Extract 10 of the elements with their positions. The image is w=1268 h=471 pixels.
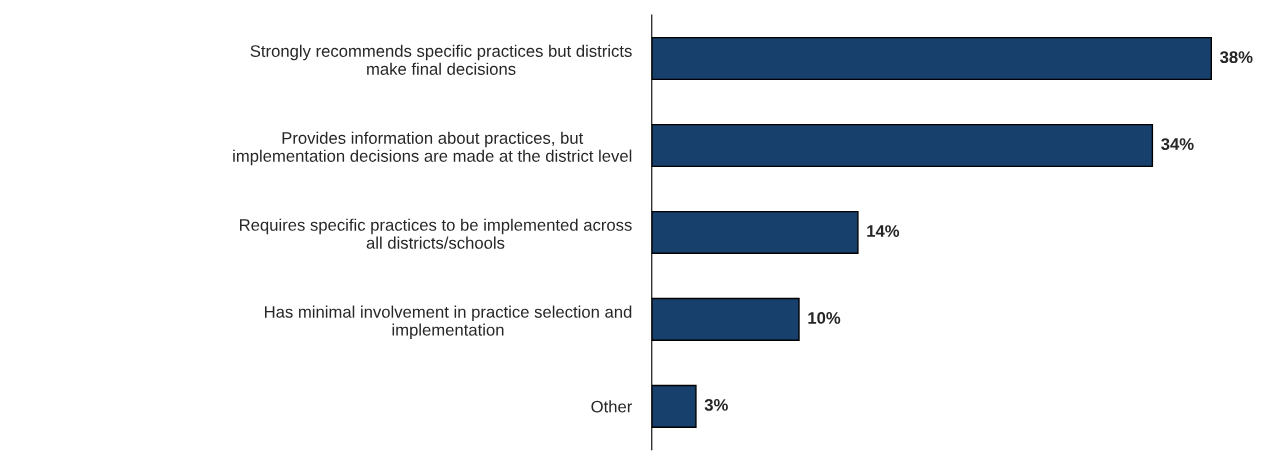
data-label: 34% (1161, 138, 1194, 150)
y-tick-label: Requires specific practices to be implemented across all districts/schools (240, 218, 632, 249)
y-tick-label: Has minimal involvement in practice selection and implementation (265, 305, 632, 340)
y-tick-label: Other (591, 400, 633, 413)
data-label: 10% (808, 312, 841, 324)
data-label: 38% (1220, 51, 1253, 64)
y-tick-label: Strongly recommends specific practices but districts make final decisions (250, 44, 632, 75)
data-label: 14% (867, 225, 900, 237)
y-tick-label: Provides information about practices, but implementation decisions are made at the district level (233, 131, 632, 166)
data-label: 3% (704, 399, 728, 411)
